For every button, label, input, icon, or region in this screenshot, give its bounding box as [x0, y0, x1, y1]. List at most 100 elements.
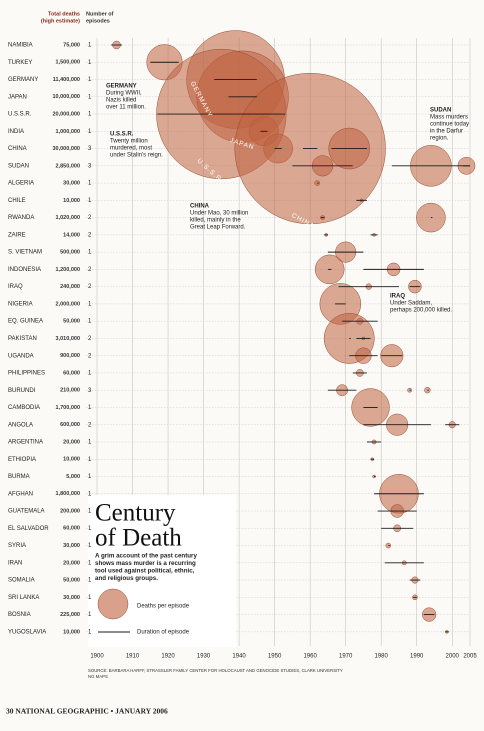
episodes-count: 2: [88, 232, 92, 238]
country-name: NAMIBIA: [8, 43, 33, 49]
episodes-count: 1: [88, 112, 92, 118]
deaths-label: 1,020,000: [56, 215, 80, 221]
x-tick-label: 1990: [410, 654, 424, 660]
deaths-label: 2,000,000: [56, 301, 80, 307]
episodes-count: 1: [88, 629, 92, 635]
episodes-count: 1: [88, 301, 92, 307]
episodes-count: 2: [88, 284, 92, 290]
country-name: ALGERIA: [8, 181, 34, 187]
annotation: in the Darfur: [430, 129, 463, 135]
country-name: CAMBODIA: [8, 405, 40, 411]
annotation: Twenty million: [110, 139, 148, 145]
country-name: BOSNIA: [8, 612, 31, 618]
country-name: S. VIETNAM: [8, 250, 42, 256]
country-name: NIGERIA: [8, 301, 33, 307]
episodes-count: 1: [88, 319, 92, 325]
deaths-label: 2,850,000: [56, 163, 80, 169]
title-box: [88, 495, 236, 647]
deaths-label: 10,000: [63, 629, 80, 635]
country-name: TURKEY: [8, 60, 32, 66]
episodes-count: 1: [88, 129, 92, 135]
episodes-count: 1: [88, 94, 92, 100]
country-name: IRAN: [8, 560, 22, 566]
episodes-count: 1: [88, 457, 92, 463]
episodes-count: 1: [88, 250, 92, 256]
deaths-label: 1,800,000: [56, 491, 80, 497]
deaths-label: 20,000: [63, 439, 80, 445]
annotation: IRAQ: [390, 294, 405, 300]
country-name: AFGHAN: [8, 491, 33, 497]
country-name: ARGENTINA: [8, 440, 43, 446]
deaths-label: 225,000: [60, 612, 80, 618]
x-tick-label: 1970: [339, 654, 353, 660]
deaths-label: 10,000,000: [52, 94, 80, 100]
annotation: under Stalin's reign.: [110, 153, 163, 159]
annotation: SUDAN: [430, 108, 451, 114]
country-name: INDONESIA: [8, 267, 41, 273]
country-name: SRI LANKA: [8, 595, 39, 601]
deaths-label: 240,000: [60, 284, 80, 290]
annotation: continue today: [430, 122, 469, 128]
deaths-label: 30,000: [63, 543, 80, 549]
episodes-count: 2: [88, 353, 92, 359]
annotation: Under Saddam,: [390, 301, 432, 307]
deaths-label: 50,000: [63, 319, 80, 325]
source: NG MAPS: [88, 674, 108, 679]
deaths-label: 3,010,000: [56, 336, 80, 342]
annotation: CHINA: [190, 204, 210, 210]
episodes-count: 1: [88, 612, 92, 618]
episodes-count: 1: [88, 595, 92, 601]
country-name: BURMA: [8, 474, 30, 480]
country-name: UGANDA: [8, 353, 34, 359]
deaths-label: 50,000: [63, 578, 80, 584]
episodes-count: 1: [88, 578, 92, 584]
annotation: perhaps 200,000 killed.: [390, 308, 452, 314]
legend-bubble: [97, 588, 129, 620]
country-name: CHINA: [8, 146, 27, 152]
deaths-label: 20,000,000: [52, 111, 80, 117]
country-name: RWANDA: [8, 215, 34, 221]
x-tick-label: 1920: [161, 654, 175, 660]
deaths-label: 30,000: [63, 181, 80, 187]
legend-size: Deaths per episode: [137, 604, 190, 610]
episodes-count: 3: [88, 146, 92, 152]
header-deaths: Total deaths: [48, 11, 80, 17]
x-tick-label: 2000: [446, 654, 460, 660]
deaths-label: 1,500,000: [56, 60, 80, 66]
deaths-label: 30,000,000: [52, 146, 80, 152]
chart-title: Century: [95, 500, 176, 527]
chart-subtitle: and religious groups.: [95, 575, 158, 582]
header-episodes: episodes: [86, 18, 110, 24]
annotation: Mass murders: [430, 115, 468, 121]
country-name: YUGOSLAVIA: [8, 629, 46, 635]
country-name: GUATEMALA: [8, 509, 45, 515]
episodes-count: 3: [88, 388, 92, 394]
country-name: CHILE: [8, 198, 26, 204]
x-tick-label: 1980: [375, 654, 389, 660]
country-name: BURUNDI: [8, 388, 36, 394]
deaths-label: 14,000: [63, 232, 80, 238]
chart-title: of Death: [95, 525, 182, 552]
episodes-count: 1: [88, 181, 92, 187]
deaths-label: 60,000: [63, 526, 80, 532]
deaths-label: 10,000: [63, 457, 80, 463]
deaths-label: 200,000: [60, 508, 80, 514]
annotation: Under Mao, 30 million: [190, 211, 248, 217]
episodes-count: 1: [88, 371, 92, 377]
country-name: SOMALIA: [8, 578, 35, 584]
chart-subtitle: tool used against political, ethnic,: [95, 568, 195, 575]
annotation: GERMANY: [106, 84, 137, 90]
annotation: Great Leap Forward.: [190, 225, 246, 231]
country-name: ETHIOPIA: [8, 457, 36, 463]
x-tick-label: 1900: [90, 654, 104, 660]
deaths-label: 1,000,000: [56, 129, 80, 135]
deaths-label: 30,000: [63, 595, 80, 601]
x-tick-label: 1950: [268, 654, 282, 660]
deaths-label: 210,000: [60, 388, 80, 394]
x-tick-label: 1930: [197, 654, 211, 660]
deaths-label: 20,000: [63, 560, 80, 566]
episodes-count: 1: [88, 560, 92, 566]
country-name: EQ. GUINEA: [8, 319, 43, 325]
header-episodes: Number of: [86, 11, 114, 17]
